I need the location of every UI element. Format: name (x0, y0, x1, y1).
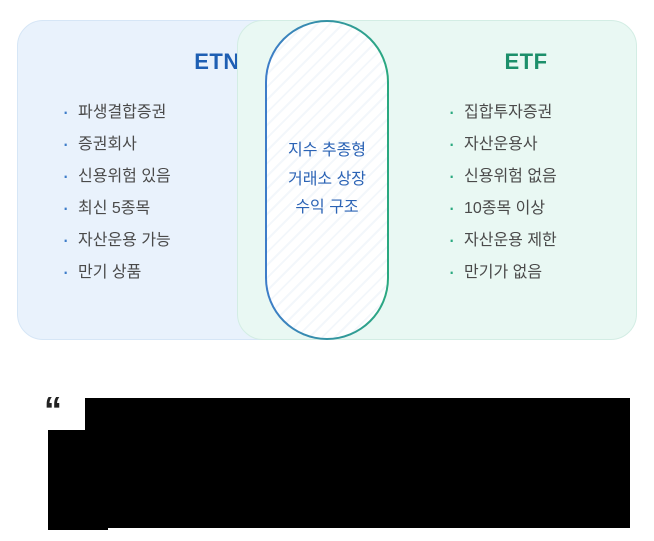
intersection-text: 지수 추종형 거래소 상장 수익 구조 (288, 137, 366, 223)
intersection-line: 지수 추종형 (288, 137, 366, 166)
list-item: 신용위험 없음 (446, 161, 636, 193)
intersection-panel: 지수 추종형 거래소 상장 수익 구조 (265, 20, 389, 340)
list-item: 자산운용사 (446, 129, 636, 161)
occluded-region (85, 398, 630, 528)
list-item: 자산운용 제한 (446, 225, 636, 257)
intersection-line: 거래소 상장 (288, 166, 366, 195)
list-item: 만기가 없음 (446, 257, 636, 289)
etf-list: 집합투자증권 자산운용사 신용위험 없음 10종목 이상 자산운용 제한 만기가… (446, 97, 636, 289)
occluded-region (48, 430, 108, 530)
list-item: 10종목 이상 (446, 193, 636, 225)
list-item: 집합투자증권 (446, 97, 636, 129)
venn-diagram: ETN 파생결합증권 증권회사 신용위험 있음 최신 5종목 자산운용 가능 만… (17, 20, 637, 340)
etf-title: ETF (416, 49, 636, 75)
intersection-line: 수익 구조 (288, 194, 366, 223)
